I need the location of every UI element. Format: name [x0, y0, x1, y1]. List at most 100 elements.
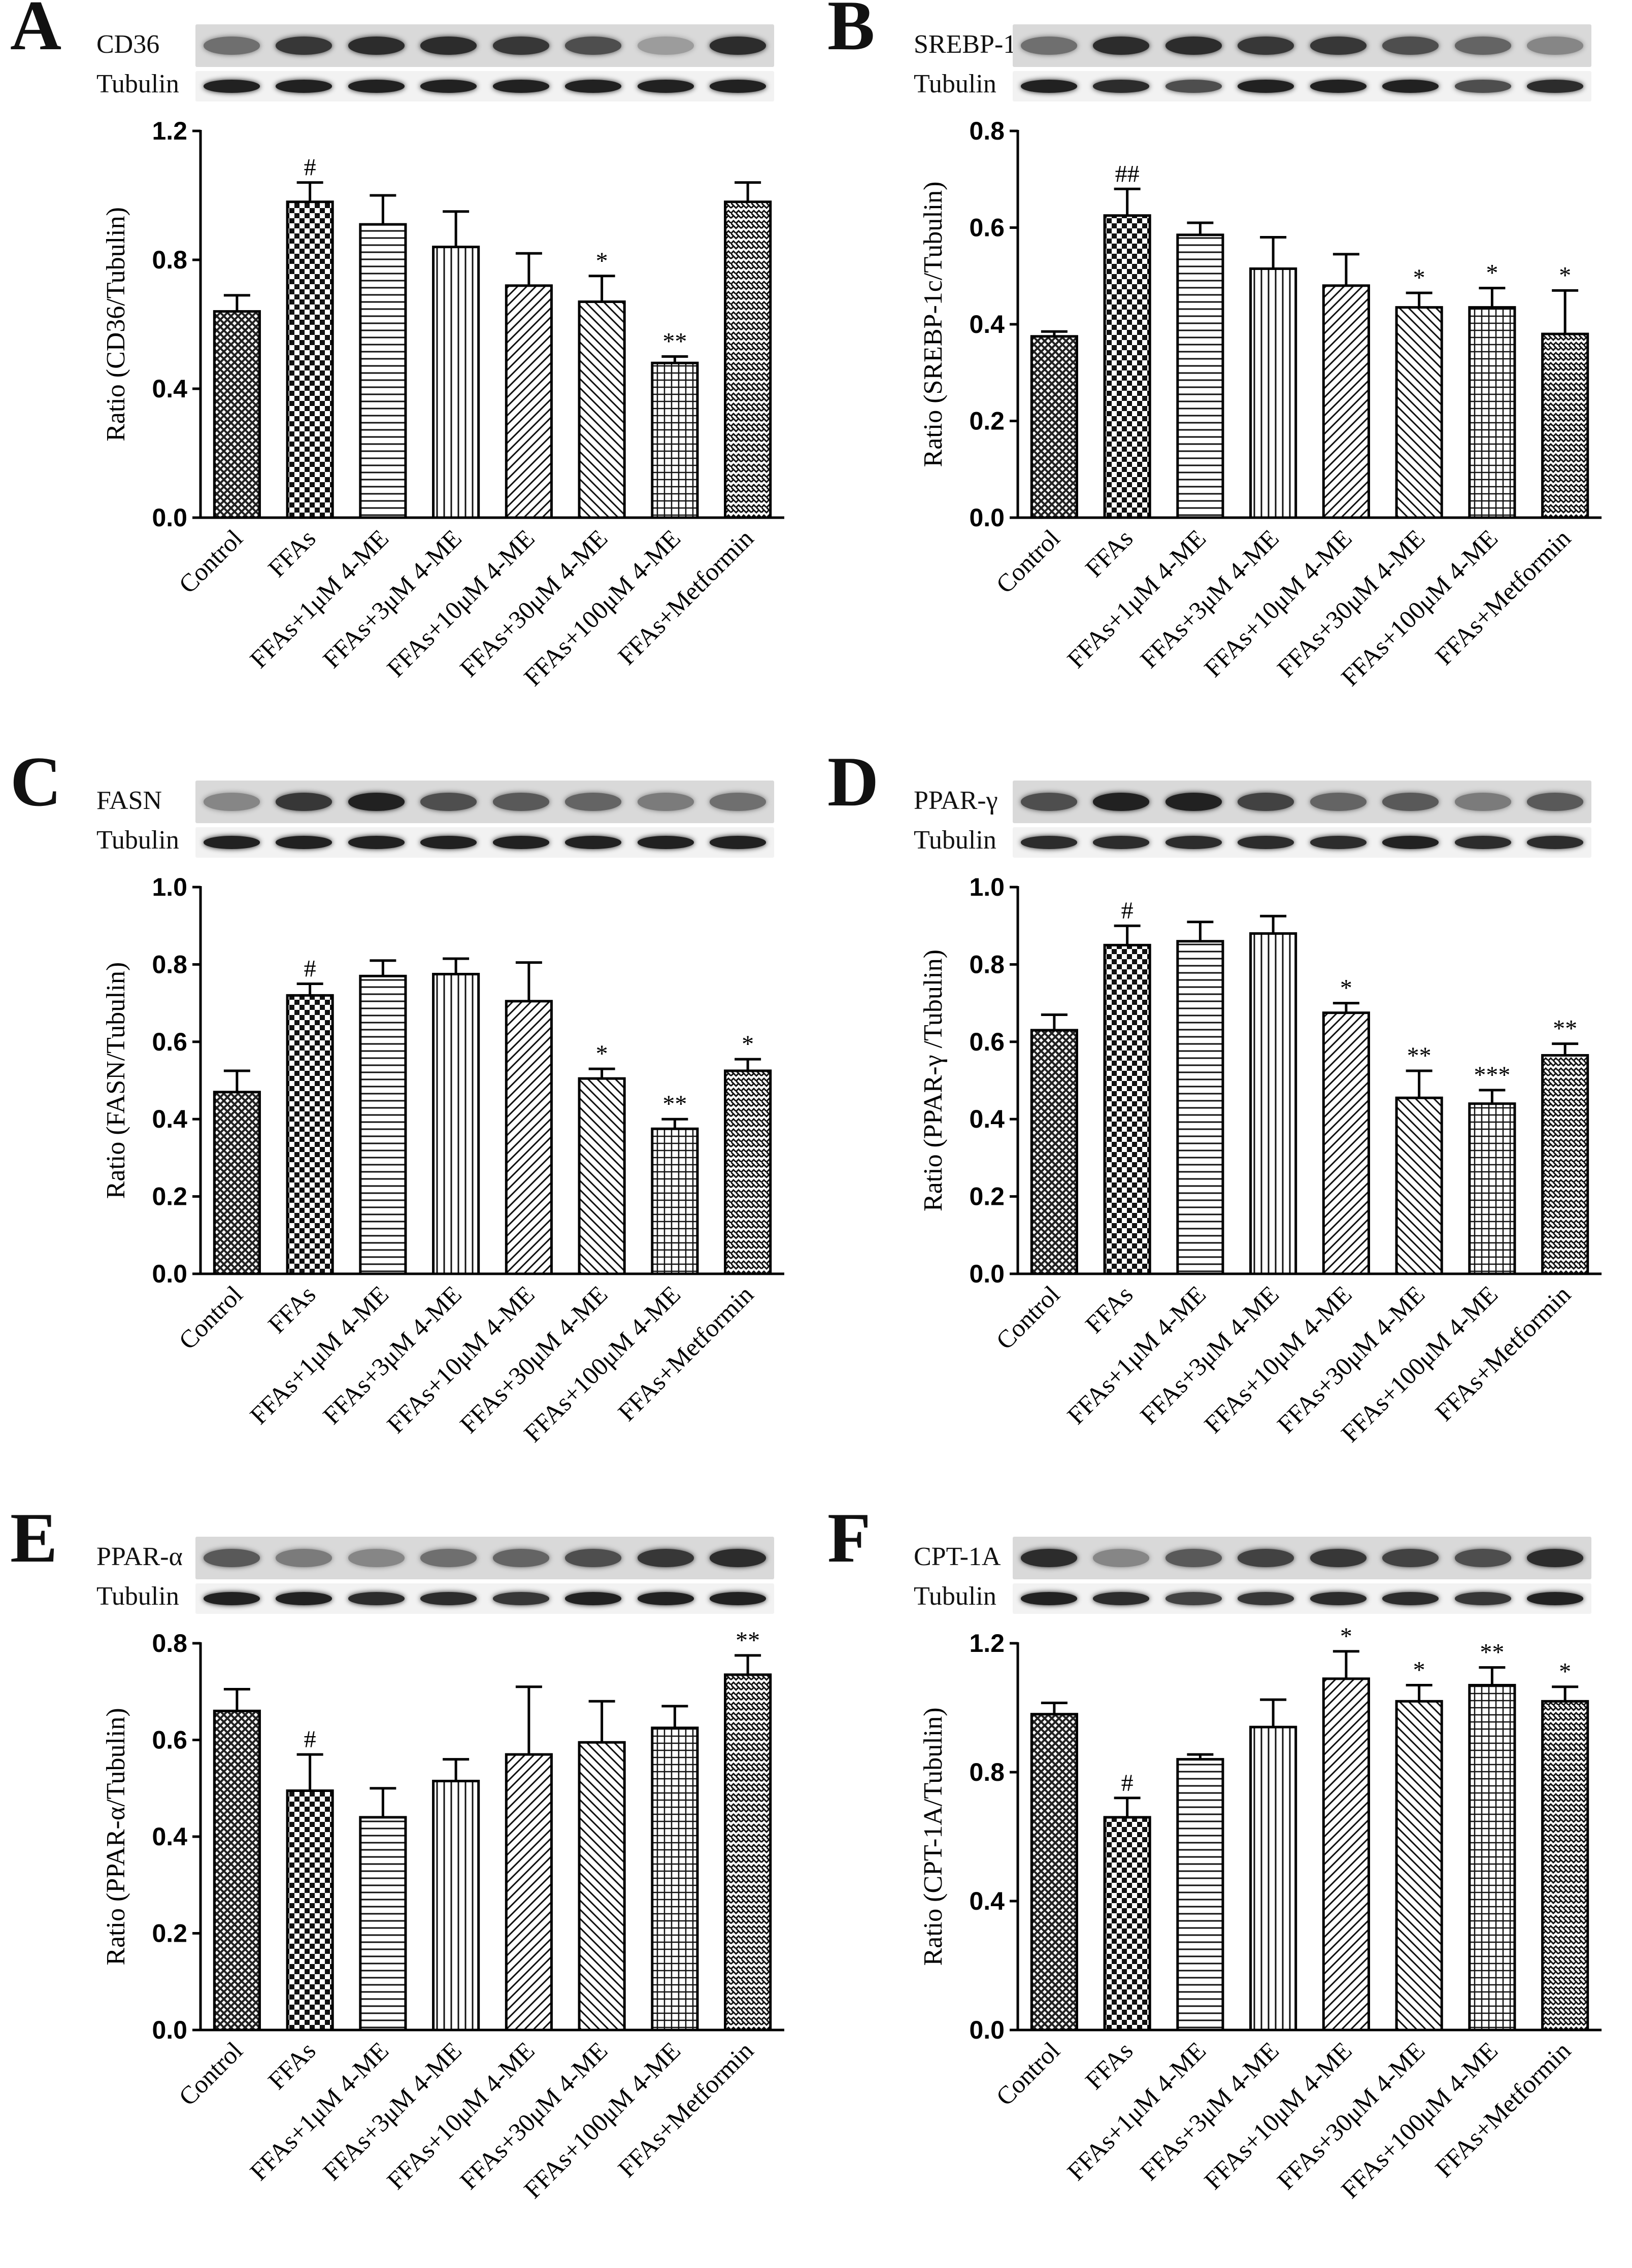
tubulin-blot-strip: [1013, 827, 1591, 858]
blot-band: [203, 1549, 260, 1567]
blot-band: [1093, 1592, 1150, 1605]
blot-band: [1238, 836, 1294, 849]
blot-band: [1165, 1592, 1222, 1605]
blot-band: [1093, 37, 1150, 55]
y-tick-label: 0.4: [969, 310, 1005, 338]
bar: [505, 284, 553, 519]
blot-band: [348, 80, 405, 93]
blot-band: [637, 793, 694, 811]
y-axis-label: Ratio (PPAR-γ /Tubulin): [919, 950, 948, 1211]
blot-band: [710, 37, 767, 55]
bar: [1322, 284, 1370, 519]
significance-marker: #: [304, 956, 316, 983]
bar: [651, 1127, 699, 1275]
bar: [1468, 1102, 1516, 1275]
significance-marker: *: [1559, 1658, 1571, 1685]
blot-band: [1527, 37, 1584, 55]
bar: [213, 1709, 261, 2032]
blot-band: [1382, 80, 1439, 93]
y-tick-label: 0.4: [969, 1887, 1005, 1915]
bar: [432, 972, 480, 1275]
blot-band: [1238, 1592, 1294, 1605]
blot-band: [565, 37, 622, 55]
bar: [1322, 1677, 1370, 2032]
loading-control-label: Tubulin: [914, 70, 996, 98]
blot-band: [710, 80, 767, 93]
blot-band: [276, 793, 332, 811]
y-tick-label: 0.6: [152, 1726, 187, 1754]
y-tick-label: 0.8: [152, 1629, 187, 1657]
y-tick-label: 0.2: [152, 1919, 187, 1948]
blot-band: [710, 793, 767, 811]
blot-band: [637, 80, 694, 93]
blot-band: [276, 836, 332, 849]
blot-band: [1310, 793, 1367, 811]
bar: [505, 1000, 553, 1275]
blot-band: [1020, 836, 1077, 849]
blot-band: [203, 836, 260, 849]
bar: [651, 1727, 699, 2032]
panel-d: D PPAR-γ Tubulin: [817, 742, 1629, 1507]
blot-band: [276, 1549, 332, 1567]
y-tick-label: 0.8: [969, 117, 1005, 145]
blot-band: [420, 793, 477, 811]
y-axis-label: Ratio (PPAR-α/Tubulin): [102, 1708, 130, 1965]
bar: [359, 223, 407, 519]
blot-band: [565, 1592, 622, 1605]
blot-band: [1020, 1549, 1077, 1567]
y-tick-label: 1.0: [152, 873, 187, 901]
tubulin-blot-strip: [195, 1583, 774, 1614]
blot-band: [1238, 80, 1294, 93]
blot-band: [1382, 793, 1439, 811]
significance-marker: #: [1121, 1770, 1134, 1797]
y-axis-label: Ratio (CD36/Tubulin): [102, 207, 130, 442]
tubulin-blot-strip: [195, 71, 774, 101]
protein-label: CPT-1A: [914, 1542, 1001, 1571]
bar: [1176, 233, 1224, 519]
blot-band: [1310, 37, 1367, 55]
loading-control-label: Tubulin: [914, 1582, 996, 1611]
tubulin-blot-strip: [195, 827, 774, 858]
panel-letter: A: [10, 0, 62, 65]
bar: [359, 1816, 407, 2032]
significance-marker: *: [742, 1031, 754, 1058]
blot-band: [1310, 80, 1367, 93]
significance-marker: **: [736, 1627, 760, 1654]
blot-band: [348, 1592, 405, 1605]
blot-band: [276, 37, 332, 55]
blot-band: [637, 37, 694, 55]
loading-control-label: Tubulin: [96, 70, 179, 98]
blot-band: [203, 793, 260, 811]
protein-blot-strip: [1013, 24, 1591, 67]
blot-band: [1020, 793, 1077, 811]
loading-control-label: Tubulin: [96, 826, 179, 855]
bar: [1395, 1096, 1443, 1275]
blot-band: [492, 1549, 549, 1567]
bar: [1249, 1725, 1297, 2032]
y-axis-label: Ratio (CPT-1A/Tubulin): [919, 1707, 948, 1966]
panel-letter: C: [10, 742, 62, 821]
bar: [1103, 1816, 1151, 2032]
blot-band: [565, 80, 622, 93]
bar: [578, 1077, 626, 1275]
blot-band: [637, 1592, 694, 1605]
blot-band: [1165, 80, 1222, 93]
blot-band: [710, 836, 767, 849]
y-axis-label: Ratio (SREBP-1c/Tubulin): [919, 182, 948, 467]
tubulin-blot-strip: [1013, 71, 1591, 101]
blot-band: [1238, 793, 1294, 811]
y-tick-label: 0.8: [152, 246, 187, 274]
bar: [1395, 1700, 1443, 2032]
blot-band: [1238, 1549, 1294, 1567]
panel-letter: B: [827, 0, 875, 65]
bar: [432, 246, 480, 519]
panel-letter: D: [827, 742, 879, 821]
blot-band: [1382, 1549, 1439, 1567]
y-tick-label: 0.0: [969, 2016, 1005, 2044]
significance-marker: #: [304, 1726, 316, 1753]
protein-blot-strip: [195, 24, 774, 67]
bar: [724, 200, 772, 519]
blot-band: [492, 793, 549, 811]
blot-band: [420, 1592, 477, 1605]
bar: [1030, 1029, 1078, 1275]
